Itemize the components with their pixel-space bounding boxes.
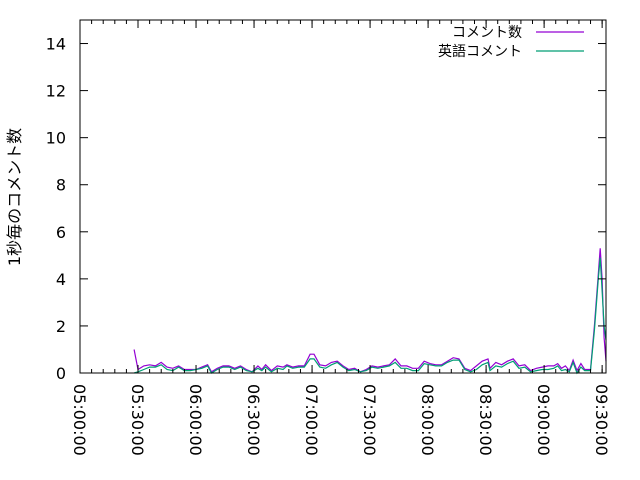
y-tick-label: 6 xyxy=(56,223,66,242)
y-tick-label: 14 xyxy=(46,35,66,54)
axes: 0 2 4 6 8 10 12 14 05:00:00 05:30:00 06:00:00 06:30… xyxy=(46,20,611,456)
x-tick-label: 06:30:00 xyxy=(244,384,263,456)
x-tick-label: 08:00:00 xyxy=(418,384,437,456)
y-tick-label: 12 xyxy=(46,82,66,101)
series-line-0 xyxy=(133,248,607,373)
x-tick-label: 09:00:00 xyxy=(534,384,553,456)
x-tick-label: 06:00:00 xyxy=(186,384,205,456)
y-tick-label: 10 xyxy=(46,129,66,148)
legend-label-0: コメント数 xyxy=(452,25,522,41)
x-tick-label: 05:00:00 xyxy=(70,384,89,456)
legend-label-1: 英語コメント xyxy=(438,43,522,60)
plot-marks xyxy=(133,248,607,375)
y-tick-label: 4 xyxy=(56,270,66,289)
x-tick-label: 07:30:00 xyxy=(360,384,379,456)
series-line-1 xyxy=(133,257,607,375)
legend: コメント数 英語コメント xyxy=(438,25,584,60)
y-axis-label: 1秒毎のコメント数 xyxy=(5,128,24,266)
x-tick-label: 07:00:00 xyxy=(302,384,321,456)
y-tick-label: 8 xyxy=(56,176,66,195)
y-tick-label: 0 xyxy=(56,364,66,383)
plot-border xyxy=(79,19,607,374)
y-tick-label: 2 xyxy=(56,317,66,336)
x-tick-label: 08:30:00 xyxy=(476,384,495,456)
x-tick-label: 09:30:00 xyxy=(592,384,611,456)
x-tick-label: 05:30:00 xyxy=(128,384,147,456)
